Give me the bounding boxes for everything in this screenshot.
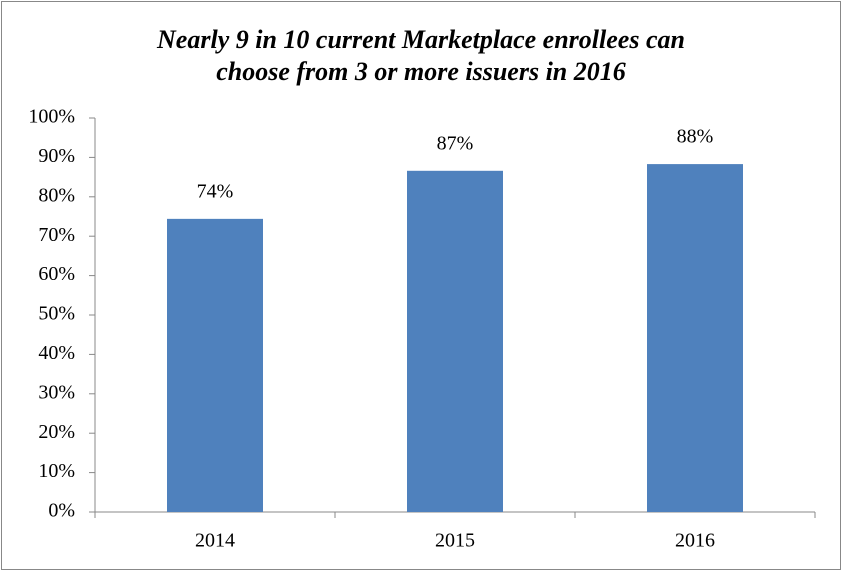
y-tick-label: 30% — [38, 381, 75, 403]
chart-title: choose from 3 or more issuers in 2016 — [216, 57, 626, 86]
x-tick-label: 2015 — [435, 530, 475, 552]
x-tick-label: 2016 — [675, 530, 715, 552]
y-tick-label: 10% — [38, 460, 75, 482]
bar — [647, 164, 743, 512]
data-label: 74% — [197, 180, 234, 202]
y-tick-label: 60% — [38, 263, 75, 285]
data-label: 87% — [437, 132, 474, 154]
y-tick-label: 0% — [48, 500, 75, 522]
y-tick-label: 90% — [38, 145, 75, 167]
bar — [407, 170, 503, 512]
y-tick-label: 40% — [38, 342, 75, 364]
data-label: 88% — [677, 126, 714, 148]
chart-title: Nearly 9 in 10 current Marketplace enrol… — [156, 25, 685, 54]
x-tick-label: 2014 — [195, 530, 235, 552]
y-tick-label: 50% — [38, 303, 75, 325]
y-tick-label: 80% — [38, 184, 75, 206]
y-tick-label: 100% — [28, 106, 75, 128]
y-tick-label: 70% — [38, 224, 75, 246]
y-tick-label: 20% — [38, 421, 75, 443]
bar — [167, 218, 263, 512]
